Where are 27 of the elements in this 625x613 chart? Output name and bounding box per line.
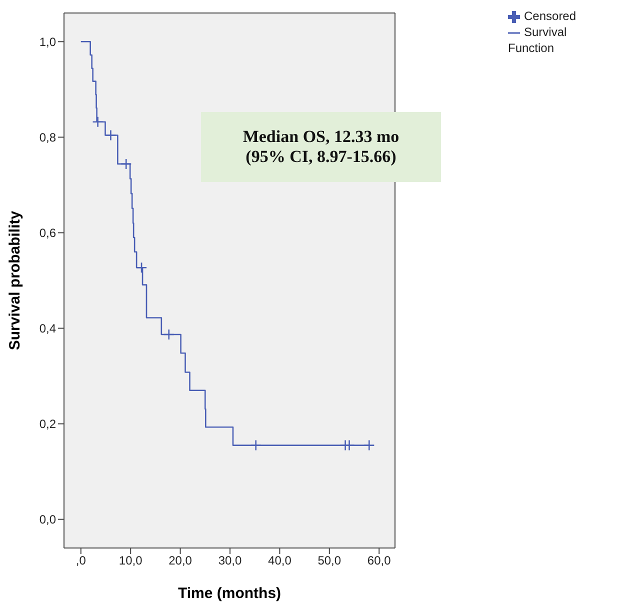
x-axis-title: Time (months) — [178, 585, 282, 602]
x-tick-label: 50,0 — [318, 554, 342, 568]
point — [136, 262, 148, 274]
x-tick-label: 40,0 — [268, 554, 292, 568]
x-tick-label: 20,0 — [168, 554, 192, 568]
y-axis-title: Survival probability — [6, 210, 24, 350]
x-tick-label: ,0 — [76, 554, 86, 568]
y-tick-label: 0,8 — [39, 130, 56, 144]
legend-label: Survival Function — [508, 25, 567, 55]
point — [364, 440, 375, 451]
point — [163, 328, 175, 340]
y-tick-label: 0,2 — [39, 417, 56, 432]
annotation: (95% CI, 8.97-15.66) — [246, 147, 396, 167]
annotation: Median OS, 12.33 mo — [242, 127, 400, 147]
point — [105, 130, 116, 141]
y-tick-label: 0,0 — [39, 512, 56, 527]
legend-label: Censored — [524, 9, 576, 23]
point — [250, 440, 262, 451]
y-tick-label: 0,4 — [39, 322, 56, 336]
x-tick-label: 60,0 — [367, 554, 392, 568]
x-tick-label: 10,0 — [118, 554, 143, 568]
y-tick-label: 1,0 — [39, 34, 56, 49]
x-tick-label: 30,0 — [218, 554, 242, 568]
y-tick-label: 0,6 — [39, 226, 56, 240]
point — [92, 116, 104, 128]
point — [120, 158, 132, 170]
note-box: Median OS, 12.33 mo (95% CI, 8.97-15.66) — [201, 112, 441, 182]
